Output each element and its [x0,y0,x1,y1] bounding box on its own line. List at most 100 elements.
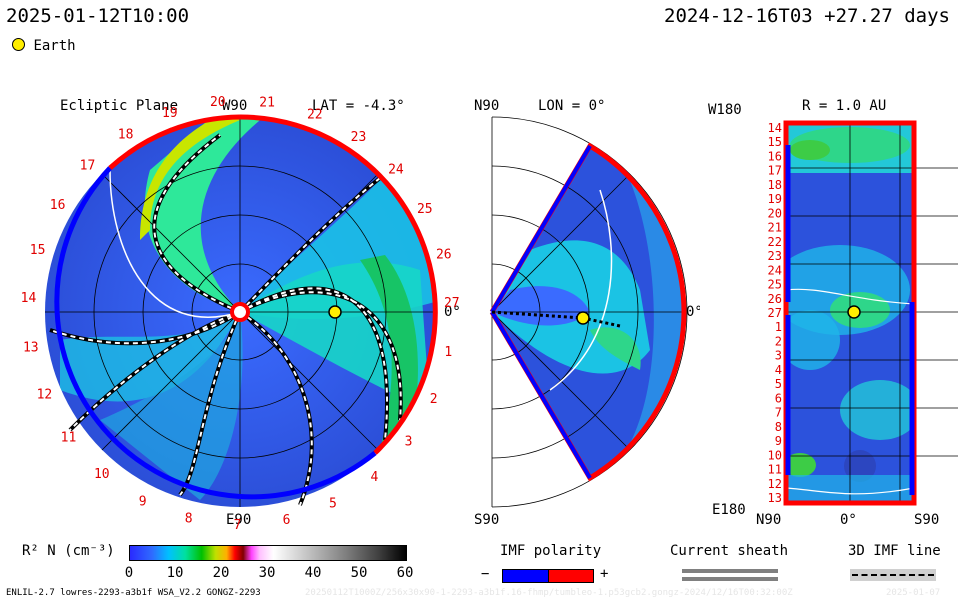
carrington-label: 16 [50,198,66,213]
ecliptic-bottom-label: E90 [226,512,251,528]
radial-y-label: 9 [775,434,782,448]
imf-polarity-title: IMF polarity [500,543,602,559]
carrington-label: 6 [283,513,291,528]
carrington-label: 8 [185,512,193,527]
carrington-label: 23 [351,130,367,145]
earth-marker-ecliptic [328,305,342,319]
radial-y-label: 26 [768,292,782,306]
radial-current-sheet-2 [785,487,915,495]
meridional-top-label: N90 [474,98,499,114]
radial-y-label: 25 [768,278,782,292]
meridional-polarity-negative [490,144,592,314]
polarity-ring-positive-2 [108,114,241,170]
colorbar-tick: 60 [397,565,414,581]
time-right: 2024-12-16T03 +27.27 days [664,5,950,27]
radial-y-label: 24 [768,263,782,277]
radial-y-label: 2 [775,335,782,349]
meridional-panel: N90 LON = 0° 0° S90 [474,98,700,528]
radial-bottom-left: E180 [712,502,746,518]
carrington-label: 12 [37,388,53,403]
radial-y-label: 8 [775,420,782,434]
carrington-label: 7 [234,518,242,530]
ecliptic-top-label: W90 [222,98,247,114]
earth-icon [12,38,25,51]
carrington-label: 4 [370,470,378,485]
current-sheath-line-1 [682,569,778,573]
radial-y-label: 21 [768,221,782,235]
carrington-label: 27 [444,296,460,311]
radial-y-label: 27 [768,306,782,320]
carrington-label: 11 [61,431,77,446]
colorbar-tick: 30 [259,565,276,581]
radial-y-labels: 1415161718192021222324252627123456789101… [768,121,782,505]
radial-y-label: 17 [768,164,782,178]
meridional-polarity-negative-2 [490,310,592,480]
radial-y-label: 11 [768,463,782,477]
radial-x-label-n: N90 [756,512,781,528]
radial-x-label-s: S90 [914,512,939,528]
footer-faded: 20250112T1000Z/256x30x90-1-2293-a3b1f.16… [305,588,793,598]
radial-y-label: 10 [768,448,782,462]
carrington-label: 21 [259,96,275,111]
footer-left: ENLIL-2.7 lowres-2293-a3b1f WSA_V2.2 GON… [6,588,261,598]
radial-y-label: 15 [768,135,782,149]
radial-panel: W180 R = 1.0 AU E180 N90 0° S90 14151617… [708,98,958,528]
radial-y-label: 22 [768,235,782,249]
imf-polarity-minus: − [481,566,490,582]
meridional-polarity-positive-2 [489,310,687,482]
ecliptic-current-sheet [109,169,241,318]
imf-polarity-positive-swatch [548,569,594,583]
ecliptic-title: Ecliptic Plane [60,98,178,114]
meridional-lon-label: LON = 0° [538,98,605,114]
radial-y-label: 19 [768,192,782,206]
imf-polarity-negative-swatch [502,569,550,583]
footer-right: 2025-01-07 [886,588,941,598]
sun-icon [230,302,250,322]
colorbar-tick: 40 [305,565,322,581]
radial-y-label: 7 [775,406,782,420]
carrington-label: 25 [417,202,433,217]
radial-title: R = 1.0 AU [802,98,886,114]
carrington-label: 24 [388,162,404,177]
time-left: 2025-01-12T10:00 [6,5,190,27]
carrington-label: 1 [444,345,452,360]
radial-current-sheet [785,288,915,305]
carrington-label: 9 [139,494,147,509]
imf-line-title: 3D IMF line [848,543,941,559]
ecliptic-right-label: 0° [444,304,461,320]
radial-y-label: 13 [768,491,782,505]
meridional-bottom-label: S90 [474,512,499,528]
current-sheath-title: Current sheath [670,543,789,559]
colorbar [129,545,407,561]
carrington-label: 17 [80,159,96,174]
colorbar-tick: 20 [213,565,230,581]
carrington-label: 22 [307,108,323,123]
radial-y-label: 14 [768,121,782,135]
polarity-ring-positive [239,114,438,455]
carrington-label: 10 [94,467,110,482]
radial-y-label: 1 [775,320,782,334]
imf-line-swatch [852,574,934,576]
earth-marker-radial [847,305,861,319]
colorbar-tick: 10 [167,565,184,581]
meridional-right-label: 0° [686,304,700,320]
radial-y-label: 16 [768,150,782,164]
radial-y-label: 3 [775,349,782,363]
ecliptic-panel: Ecliptic Plane W90 LAT = -4.3° 0° E90 20… [21,95,461,530]
earth-label: Earth [33,38,76,54]
colorbar-tick: 0 [125,565,133,581]
colorbar-ticks: 0 10 20 30 40 50 60 [125,565,414,581]
radial-y-label: 5 [775,377,782,391]
carrington-label: 15 [30,243,46,258]
meridional-current-sheet [549,189,613,391]
radial-y-label: 12 [768,477,782,491]
carrington-label: 26 [436,248,452,263]
carrington-label: 5 [329,497,337,512]
polarity-ring-negative [54,166,377,500]
ecliptic-lat-label: LAT = -4.3° [312,98,405,114]
carrington-label: 18 [118,128,134,143]
meridional-polarity-positive [489,142,687,314]
radial-y-label: 6 [775,391,782,405]
colorbar-label: R² N (cm⁻³) [22,543,115,559]
earth-legend: Earth [12,38,76,54]
